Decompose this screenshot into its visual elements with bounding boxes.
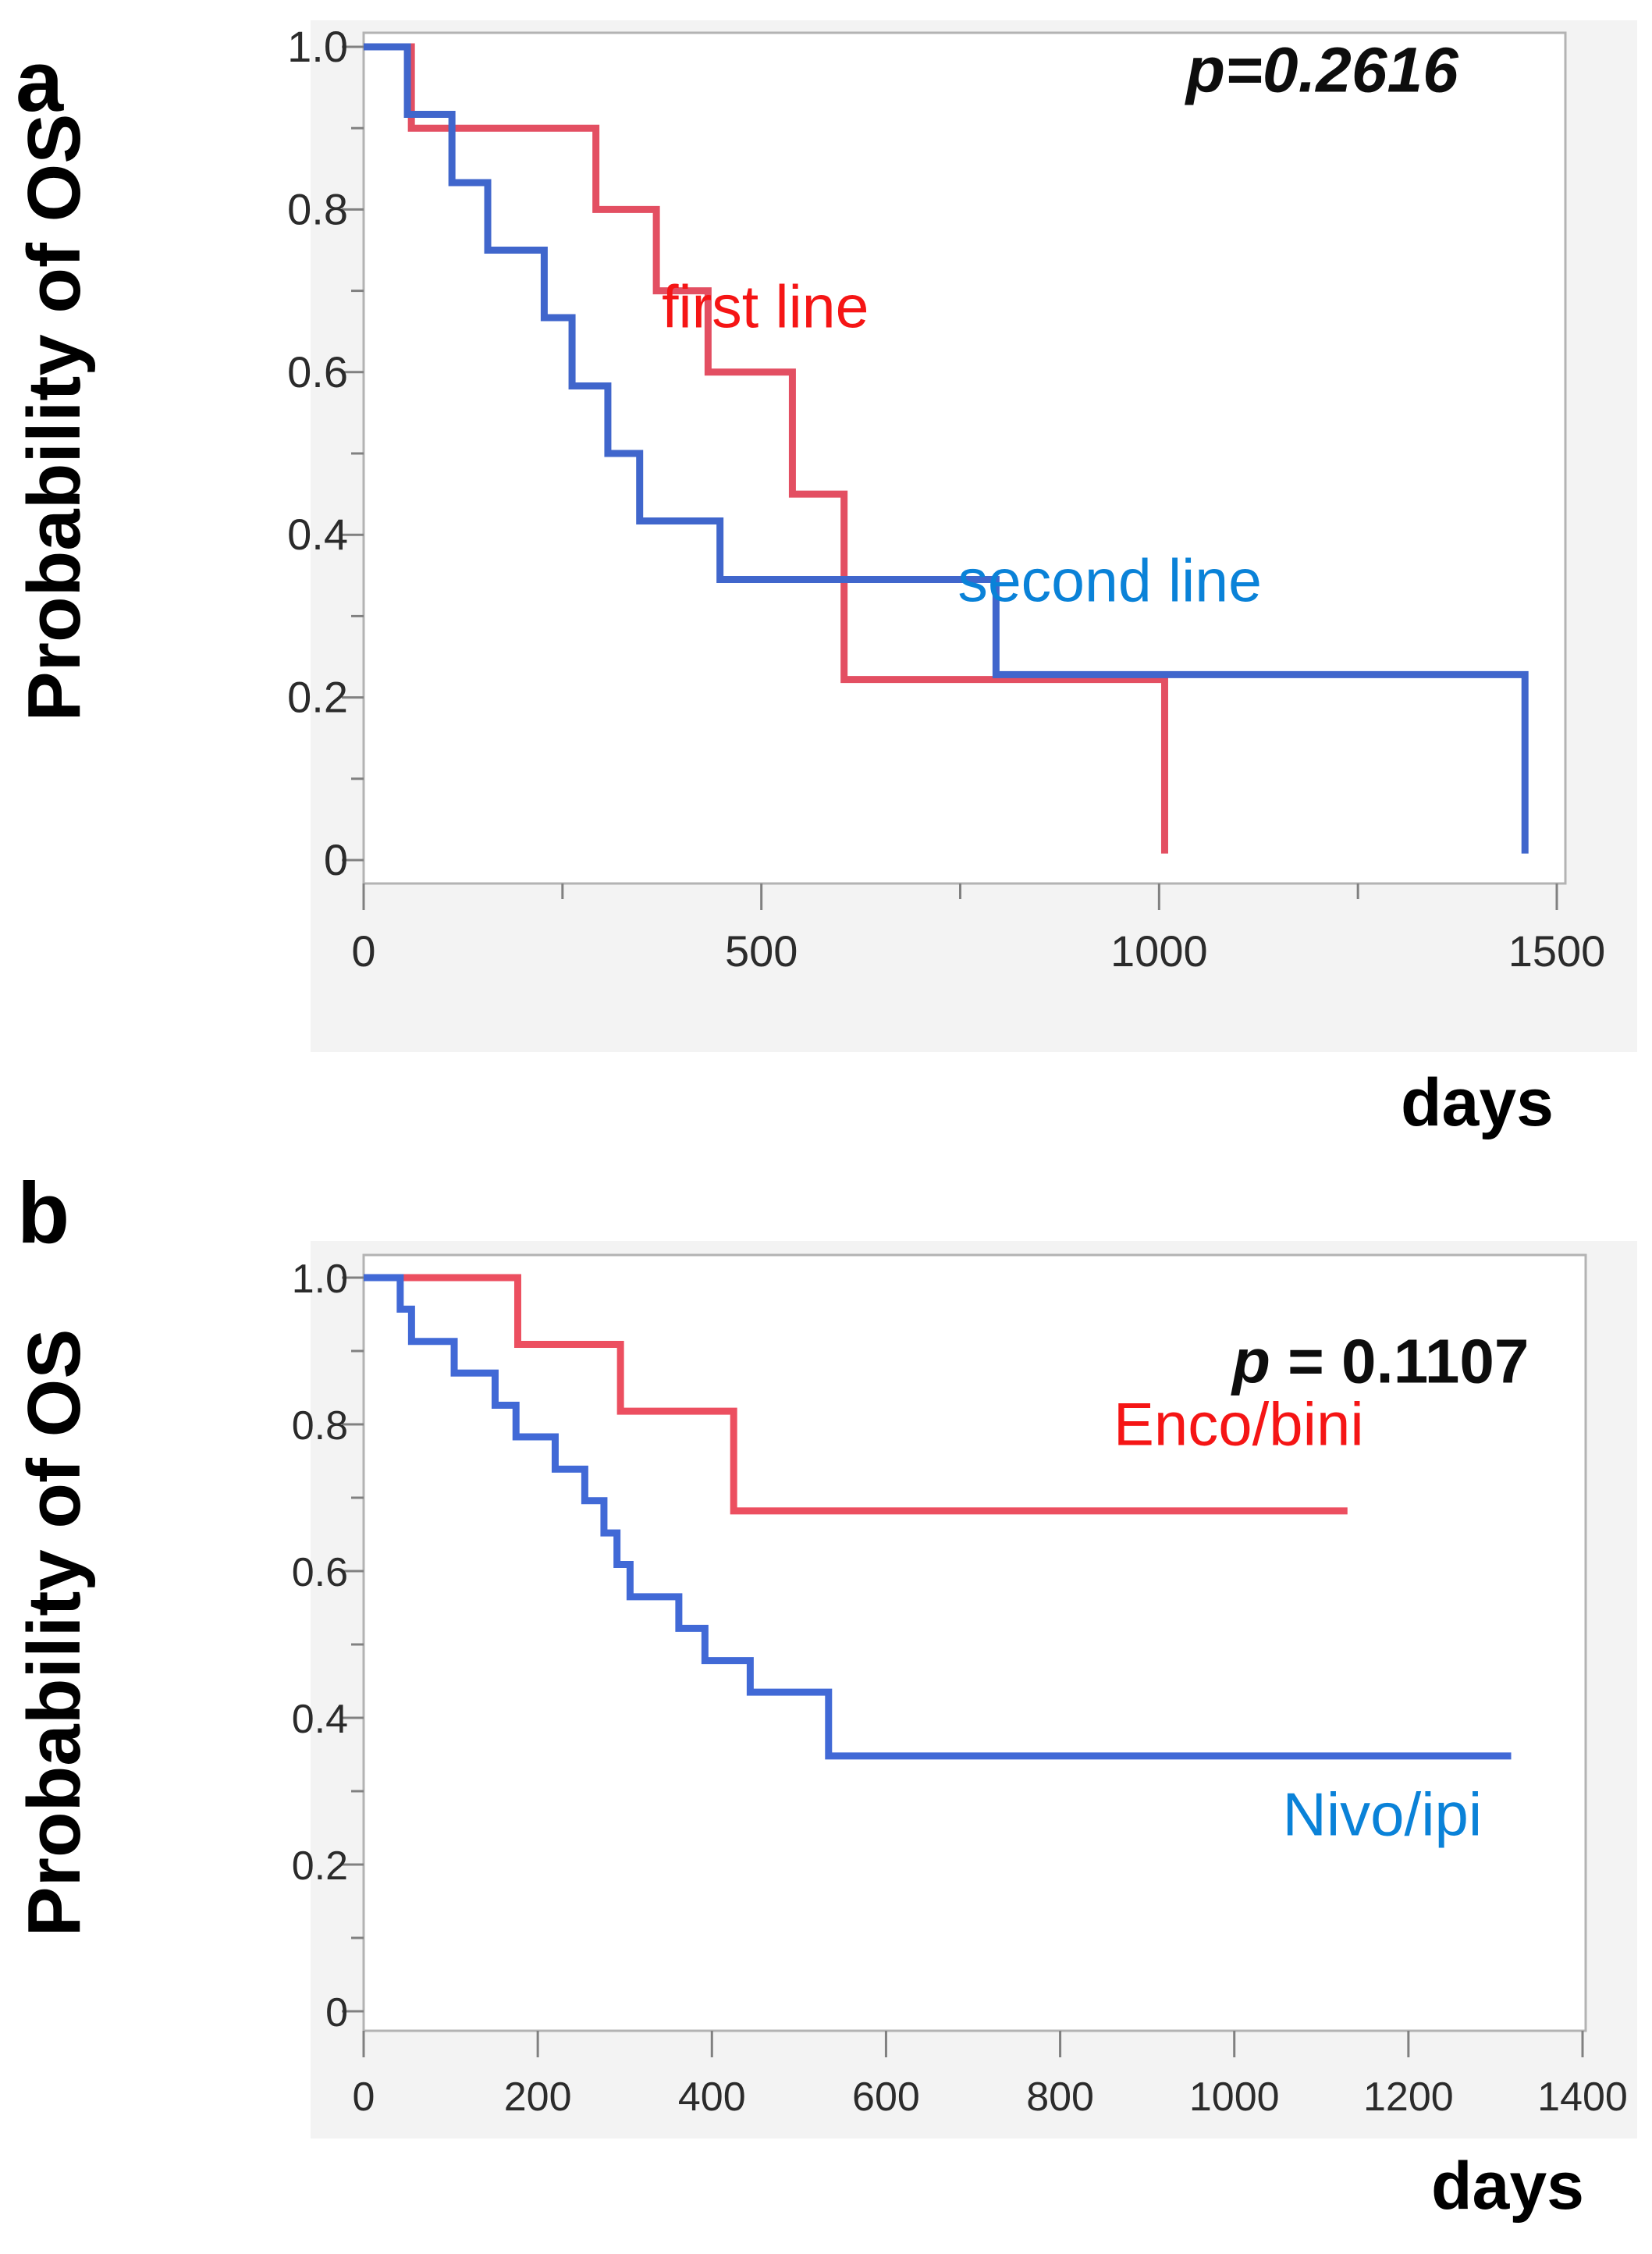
km-curve-nivo-ipi <box>364 1274 1512 1760</box>
y-axis-tick-label: 0.2 <box>292 1843 348 1889</box>
panel-b-annotations: Enco/bini Nivo/ipi p = 0.1107 b Probability … <box>12 1165 1584 2224</box>
x-axis-title: days <box>1401 1065 1554 1140</box>
panel-letter: b <box>17 1165 69 1261</box>
y-axis-tick-label: 0.2 <box>287 673 348 722</box>
panel-a-ticks: 0 500 1000 1500 1.0 0.8 0.6 0.4 0.2 0 <box>287 22 1605 976</box>
x-axis-tick-label: 0 <box>351 926 375 976</box>
x-axis-tick-label: 0 <box>353 2074 375 2120</box>
p-value-label: p=0.2616 <box>1185 34 1459 105</box>
p-value-label: p = 0.1107 <box>1231 1326 1529 1395</box>
x-axis-tick-label: 1400 <box>1537 2074 1628 2120</box>
x-axis-tick-label: 1000 <box>1110 926 1208 976</box>
series-label-second-line: second line <box>957 548 1262 615</box>
y-axis-tick-label: 0 <box>324 835 348 884</box>
y-axis-tick-label: 0 <box>325 1990 348 2035</box>
x-axis-tick-label: 400 <box>678 2074 746 2120</box>
panel-a: 0 500 1000 1500 1.0 0.8 0.6 0.4 0.2 0 first line s… <box>12 20 1637 1140</box>
panel-b-ticks: 0 200 400 600 800 1000 1200 1400 1.0 0.8 0.6 0.4 0.2… <box>292 1257 1628 2120</box>
x-axis-title: days <box>1431 2149 1584 2224</box>
panel-a-plot-area <box>362 31 1567 885</box>
y-axis-tick-label: 1.0 <box>292 1257 348 1302</box>
y-axis-title: Probability of OS <box>12 114 96 722</box>
x-axis-tick-label: 800 <box>1026 2074 1094 2120</box>
panel-b: 0 200 400 600 800 1000 1200 1400 1.0 0.8 0.6 0.4 0.2… <box>12 1165 1637 2224</box>
x-axis-tick-label: 200 <box>504 2074 572 2120</box>
y-axis-tick-label: 0.8 <box>292 1403 348 1449</box>
km-curve-second-line <box>364 43 1529 854</box>
y-axis-tick-label: 0.4 <box>292 1697 348 1742</box>
panel-letter: a <box>16 34 64 130</box>
series-label-first-line: first line <box>662 273 869 340</box>
series-label-enco-bini: Enco/bini <box>1114 1389 1364 1458</box>
panel-a-annotations: first line second line p=0.2616 aProbabilit… <box>12 34 1554 1140</box>
series-label-nivo-ipi: Nivo/ipi <box>1283 1779 1483 1848</box>
km-curve-enco-bini <box>364 1274 1348 1515</box>
x-axis-tick-label: 1000 <box>1189 2074 1280 2120</box>
y-axis-tick-label: 1.0 <box>287 22 348 71</box>
x-axis-tick-label: 600 <box>852 2074 920 2120</box>
km-curve-first-line <box>364 43 1168 854</box>
panel-a-curves <box>364 43 1529 854</box>
y-axis-tick-label: 0.4 <box>287 510 348 559</box>
x-axis-tick-label: 500 <box>725 926 798 976</box>
panel-b-curves <box>364 1274 1512 1760</box>
y-axis-tick-label: 0.8 <box>287 184 348 233</box>
y-axis-tick-label: 0.6 <box>287 347 348 396</box>
y-axis-title: Probability of OS <box>12 1329 96 1937</box>
x-axis-tick-label: 1500 <box>1508 926 1606 976</box>
x-axis-tick-label: 1200 <box>1363 2074 1454 2120</box>
y-axis-tick-label: 0.6 <box>292 1550 348 1595</box>
panel-b-plot-area <box>362 1253 1587 2032</box>
